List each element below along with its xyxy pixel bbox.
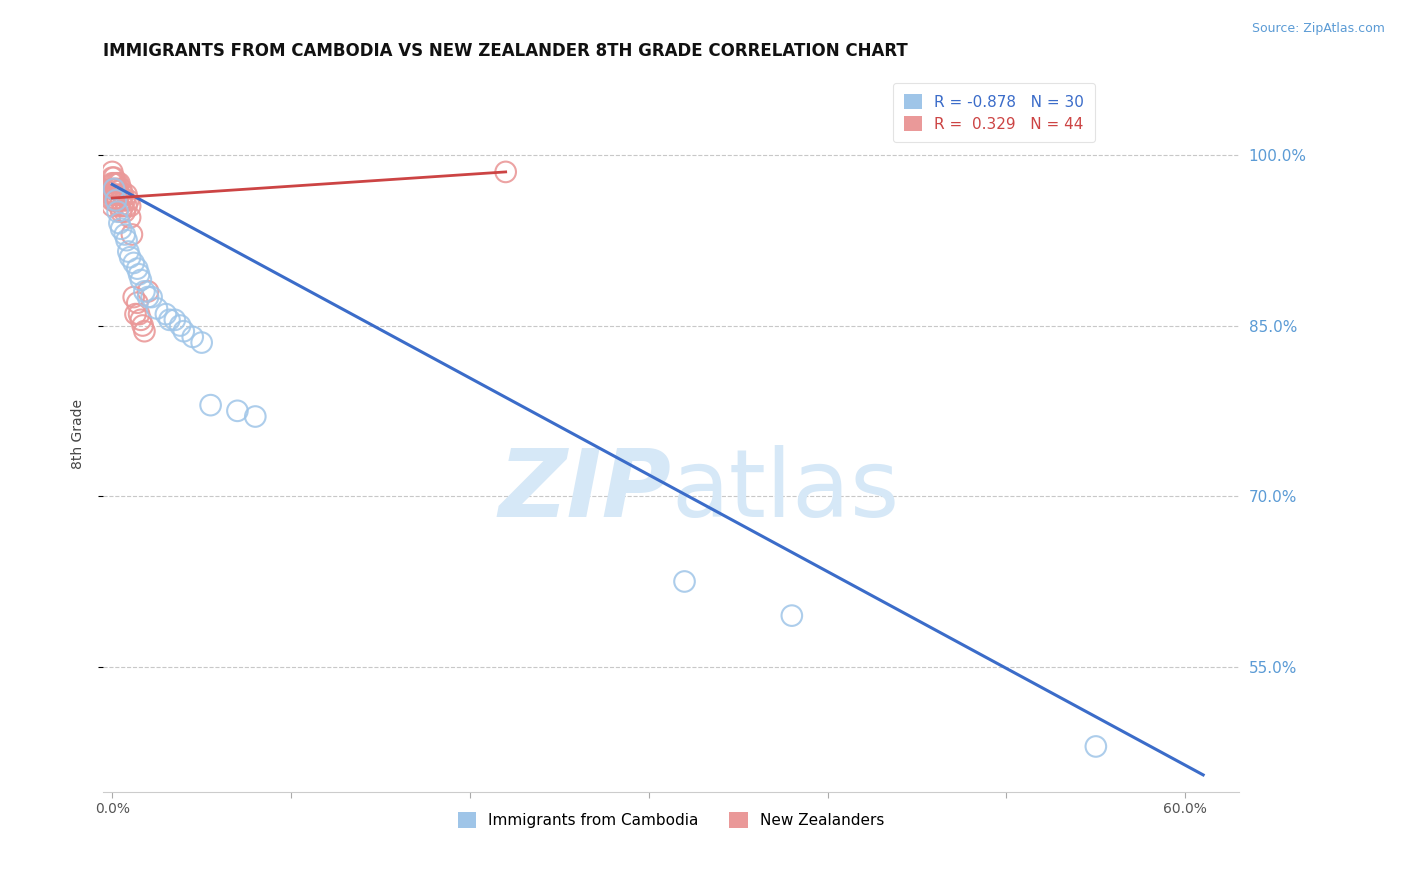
Point bbox=[136, 285, 159, 299]
Point bbox=[245, 409, 267, 424]
Point bbox=[111, 187, 134, 202]
Point bbox=[104, 194, 127, 208]
Point bbox=[101, 165, 124, 179]
Point bbox=[134, 324, 156, 338]
Point bbox=[101, 170, 124, 185]
Point bbox=[108, 176, 131, 190]
Point bbox=[1084, 739, 1107, 754]
Point bbox=[108, 216, 131, 230]
Point bbox=[114, 227, 136, 242]
Point bbox=[103, 194, 125, 208]
Point bbox=[181, 330, 204, 344]
Point bbox=[136, 290, 159, 304]
Point bbox=[107, 176, 129, 190]
Point bbox=[107, 182, 129, 196]
Point bbox=[129, 273, 152, 287]
Point bbox=[134, 285, 156, 299]
Point bbox=[103, 182, 125, 196]
Point bbox=[122, 290, 145, 304]
Point bbox=[495, 165, 517, 179]
Point bbox=[104, 182, 127, 196]
Point bbox=[104, 194, 127, 208]
Point bbox=[115, 187, 138, 202]
Point bbox=[673, 574, 696, 589]
Point bbox=[107, 194, 129, 208]
Text: IMMIGRANTS FROM CAMBODIA VS NEW ZEALANDER 8TH GRADE CORRELATION CHART: IMMIGRANTS FROM CAMBODIA VS NEW ZEALANDE… bbox=[103, 42, 908, 60]
Text: atlas: atlas bbox=[671, 445, 900, 537]
Point bbox=[101, 187, 124, 202]
Point bbox=[120, 211, 142, 225]
Point bbox=[103, 170, 125, 185]
Point bbox=[103, 176, 125, 190]
Point bbox=[104, 176, 127, 190]
Point bbox=[104, 187, 127, 202]
Point bbox=[117, 244, 139, 259]
Point bbox=[120, 250, 142, 264]
Point bbox=[141, 290, 163, 304]
Point bbox=[110, 182, 132, 196]
Point bbox=[128, 307, 150, 321]
Point bbox=[115, 199, 138, 213]
Point bbox=[146, 301, 169, 316]
Point bbox=[190, 335, 212, 350]
Point bbox=[129, 313, 152, 327]
Point bbox=[114, 204, 136, 219]
Point bbox=[101, 182, 124, 196]
Point bbox=[101, 176, 124, 190]
Point bbox=[128, 268, 150, 282]
Legend: Immigrants from Cambodia, New Zealanders: Immigrants from Cambodia, New Zealanders bbox=[451, 806, 890, 835]
Point bbox=[226, 404, 249, 418]
Point bbox=[173, 324, 195, 338]
Point bbox=[115, 233, 138, 247]
Point bbox=[108, 187, 131, 202]
Point bbox=[114, 194, 136, 208]
Point bbox=[780, 608, 803, 623]
Point bbox=[155, 307, 177, 321]
Point bbox=[131, 318, 153, 333]
Point bbox=[117, 194, 139, 208]
Point bbox=[122, 256, 145, 270]
Point bbox=[124, 307, 146, 321]
Point bbox=[108, 199, 131, 213]
Point bbox=[110, 221, 132, 235]
Point bbox=[159, 313, 181, 327]
Point bbox=[127, 261, 149, 276]
Point bbox=[101, 199, 124, 213]
Point bbox=[110, 194, 132, 208]
Point bbox=[200, 398, 222, 412]
Y-axis label: 8th Grade: 8th Grade bbox=[72, 399, 86, 468]
Point bbox=[107, 204, 129, 219]
Point bbox=[111, 199, 134, 213]
Point bbox=[121, 227, 143, 242]
Point bbox=[163, 313, 186, 327]
Point bbox=[120, 199, 142, 213]
Point bbox=[169, 318, 191, 333]
Text: Source: ZipAtlas.com: Source: ZipAtlas.com bbox=[1251, 22, 1385, 36]
Point bbox=[103, 187, 125, 202]
Point bbox=[110, 204, 132, 219]
Text: ZIP: ZIP bbox=[498, 445, 671, 537]
Point bbox=[101, 194, 124, 208]
Point bbox=[127, 295, 149, 310]
Point bbox=[103, 182, 125, 196]
